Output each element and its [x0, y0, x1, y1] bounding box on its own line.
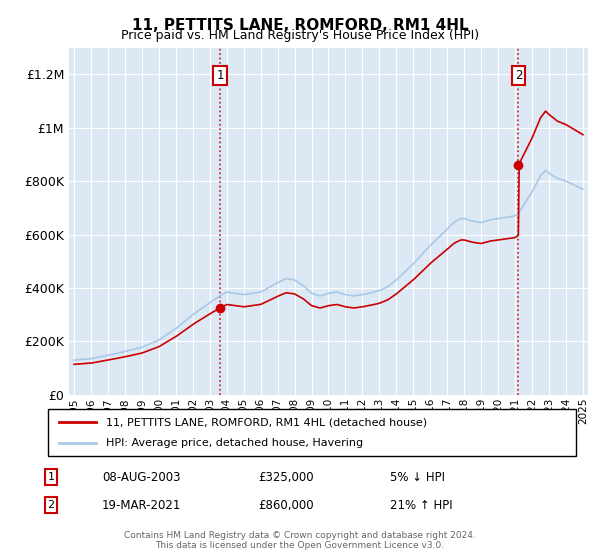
Text: 21% ↑ HPI: 21% ↑ HPI	[390, 498, 452, 512]
Text: 11, PETTITS LANE, ROMFORD, RM1 4HL (detached house): 11, PETTITS LANE, ROMFORD, RM1 4HL (deta…	[106, 417, 427, 427]
Text: 2: 2	[47, 500, 55, 510]
Text: 5% ↓ HPI: 5% ↓ HPI	[390, 470, 445, 484]
Text: 2: 2	[515, 69, 522, 82]
Text: 1: 1	[216, 69, 224, 82]
Text: Price paid vs. HM Land Registry's House Price Index (HPI): Price paid vs. HM Land Registry's House …	[121, 29, 479, 42]
Text: 11, PETTITS LANE, ROMFORD, RM1 4HL: 11, PETTITS LANE, ROMFORD, RM1 4HL	[131, 18, 469, 34]
Text: £325,000: £325,000	[258, 470, 314, 484]
Text: 08-AUG-2003: 08-AUG-2003	[102, 470, 181, 484]
Text: HPI: Average price, detached house, Havering: HPI: Average price, detached house, Have…	[106, 438, 363, 448]
Text: £860,000: £860,000	[258, 498, 314, 512]
Text: 1: 1	[47, 472, 55, 482]
Text: Contains HM Land Registry data © Crown copyright and database right 2024.
This d: Contains HM Land Registry data © Crown c…	[124, 530, 476, 550]
Text: 19-MAR-2021: 19-MAR-2021	[102, 498, 181, 512]
FancyBboxPatch shape	[48, 409, 576, 456]
